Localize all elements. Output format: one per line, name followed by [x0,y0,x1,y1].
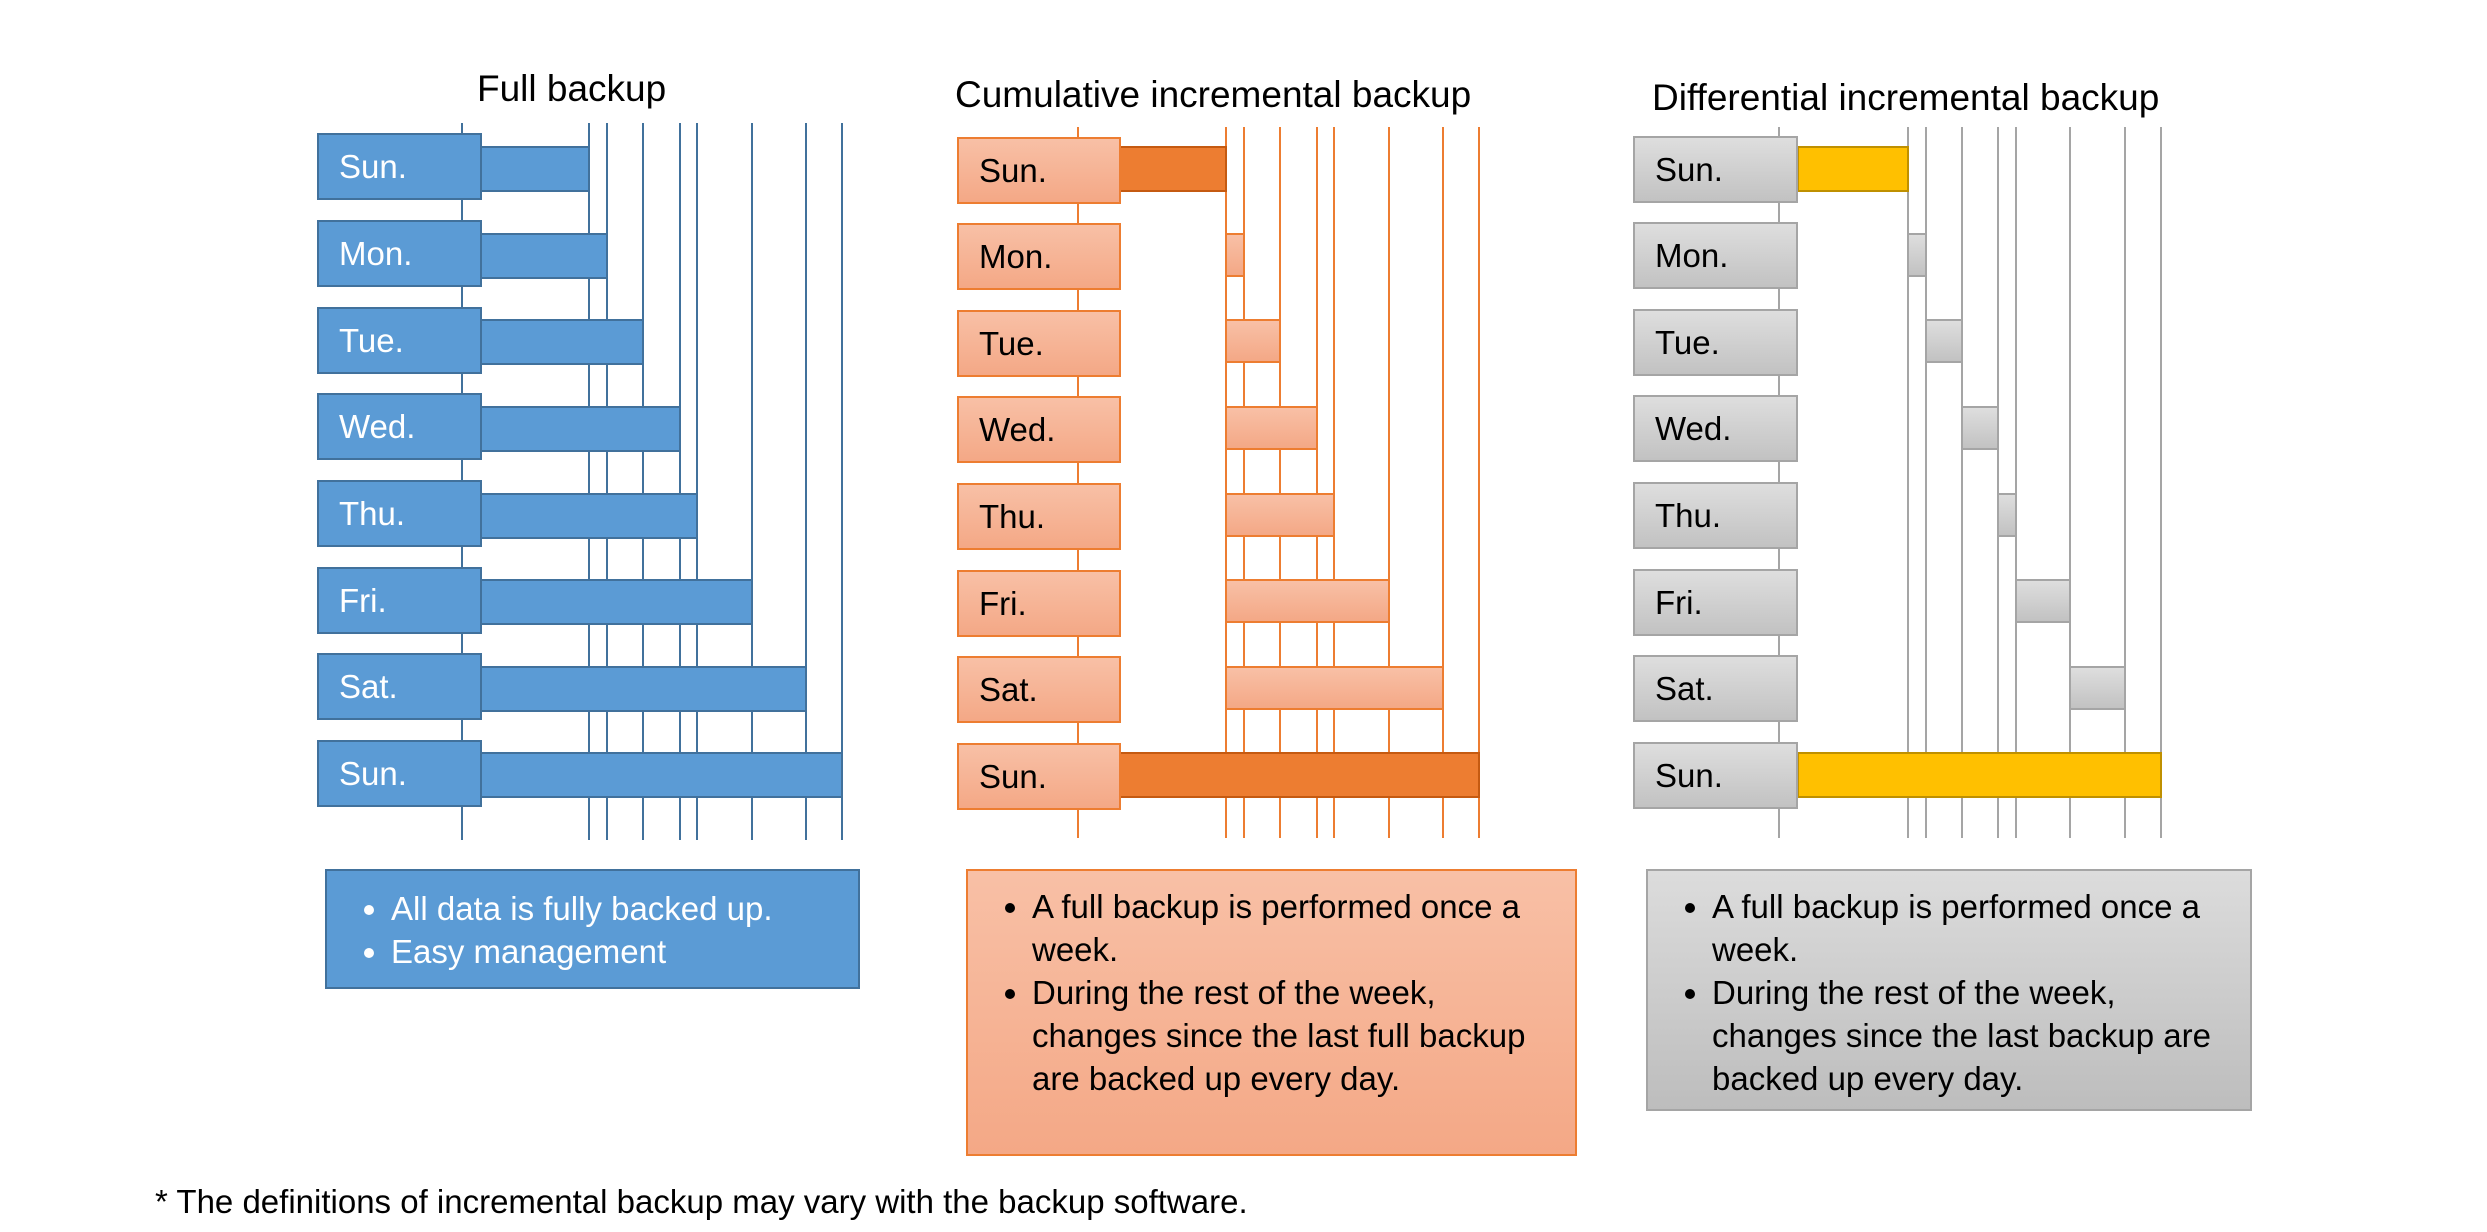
cum-full-backup-bar [1118,752,1480,798]
cum-incremental-bar [1225,319,1281,363]
cum-day-line [1388,127,1390,838]
full-day-line [841,123,843,840]
cum-incremental-bar [1225,406,1318,450]
diff-day-line [1961,127,1963,838]
cum-full-backup-bar [1118,146,1227,192]
day-label-sun: Sun. [317,133,482,200]
full-day-line [606,123,608,840]
cum-start-line [1077,127,1079,838]
diff-incremental-bar [1907,233,1927,277]
full-backup-bar [480,146,590,192]
diff-incremental-bar [2015,579,2071,623]
full-backup-title: Full backup [477,68,667,109]
full-backup-bar [480,319,644,365]
diff-incremental-bar [1997,493,2017,537]
day-label-fri: Fri. [317,567,482,634]
cum-day-line [1478,127,1480,838]
cum-day-line [1333,127,1335,838]
day-label-wed: Wed. [957,396,1121,463]
note-item: All data is fully backed up. [391,887,858,930]
full-backup-bar [480,579,753,625]
diff-day-line [1907,127,1909,838]
diff-day-line [2160,127,2162,838]
day-label-sat: Sat. [957,656,1121,723]
cumulative-backup-notes: A full backup is performed once a week. … [966,869,1577,1156]
note-item: During the rest of the week, changes sin… [1032,971,1555,1100]
day-label-sat: Sat. [317,653,482,720]
day-label-fri: Fri. [957,570,1121,637]
footnote: * The definitions of incremental backup … [155,1183,1248,1220]
day-label-mon: Mon. [317,220,482,287]
diff-day-line [2015,127,2017,838]
full-backup-bar [480,406,681,452]
note-item: Easy management [391,930,858,973]
full-day-line [805,123,807,840]
diff-day-line [1997,127,1999,838]
full-backup-bar [480,233,608,279]
cum-day-line [1225,127,1227,838]
full-backup-bar [480,493,698,539]
day-label-sun: Sun. [317,740,482,807]
cum-incremental-bar [1225,579,1390,623]
note-item: A full backup is performed once a week. [1032,885,1555,971]
day-label-sat: Sat. [1633,655,1798,722]
diff-incremental-bar [1925,319,1963,363]
day-label-fri: Fri. [1633,569,1798,636]
day-label-thu: Thu. [1633,482,1798,549]
day-label-mon: Mon. [957,223,1121,290]
note-item: During the rest of the week, changes sin… [1712,971,2230,1100]
diff-day-line [2069,127,2071,838]
day-label-tue: Tue. [1633,309,1798,376]
diff-day-line [1925,127,1927,838]
note-item: A full backup is performed once a week. [1712,885,2230,971]
cum-day-line [1316,127,1318,838]
day-label-tue: Tue. [317,307,482,374]
full-day-line [679,123,681,840]
full-day-line [751,123,753,840]
day-label-wed: Wed. [1633,395,1798,462]
cum-incremental-bar [1225,666,1444,710]
full-day-line [588,123,590,840]
day-label-thu: Thu. [317,480,482,547]
full-day-line [642,123,644,840]
day-label-wed: Wed. [317,393,482,460]
day-label-sun: Sun. [1633,136,1798,203]
day-label-sun: Sun. [957,137,1121,204]
cum-incremental-bar [1225,233,1245,277]
diff-full-backup-bar [1797,146,1909,192]
cum-day-line [1442,127,1444,838]
diff-incremental-bar [2069,666,2126,710]
day-label-sun: Sun. [1633,742,1798,809]
cum-incremental-bar [1225,493,1335,537]
day-label-sun: Sun. [957,743,1121,810]
diff-day-line [2124,127,2126,838]
full-backup-notes: All data is fully backed up. Easy manage… [325,869,860,989]
diff-incremental-bar [1961,406,1999,450]
day-label-thu: Thu. [957,483,1121,550]
day-label-tue: Tue. [957,310,1121,377]
diff-full-backup-bar [1797,752,2162,798]
full-backup-bar [480,666,807,712]
full-backup-bar [480,752,843,798]
cum-day-line [1279,127,1281,838]
cum-day-line [1243,127,1245,838]
differential-backup-title: Differential incremental backup [1652,77,2160,118]
full-day-line [696,123,698,840]
differential-backup-notes: A full backup is performed once a week. … [1646,869,2252,1111]
cumulative-backup-title: Cumulative incremental backup [955,74,1472,115]
day-label-mon: Mon. [1633,222,1798,289]
